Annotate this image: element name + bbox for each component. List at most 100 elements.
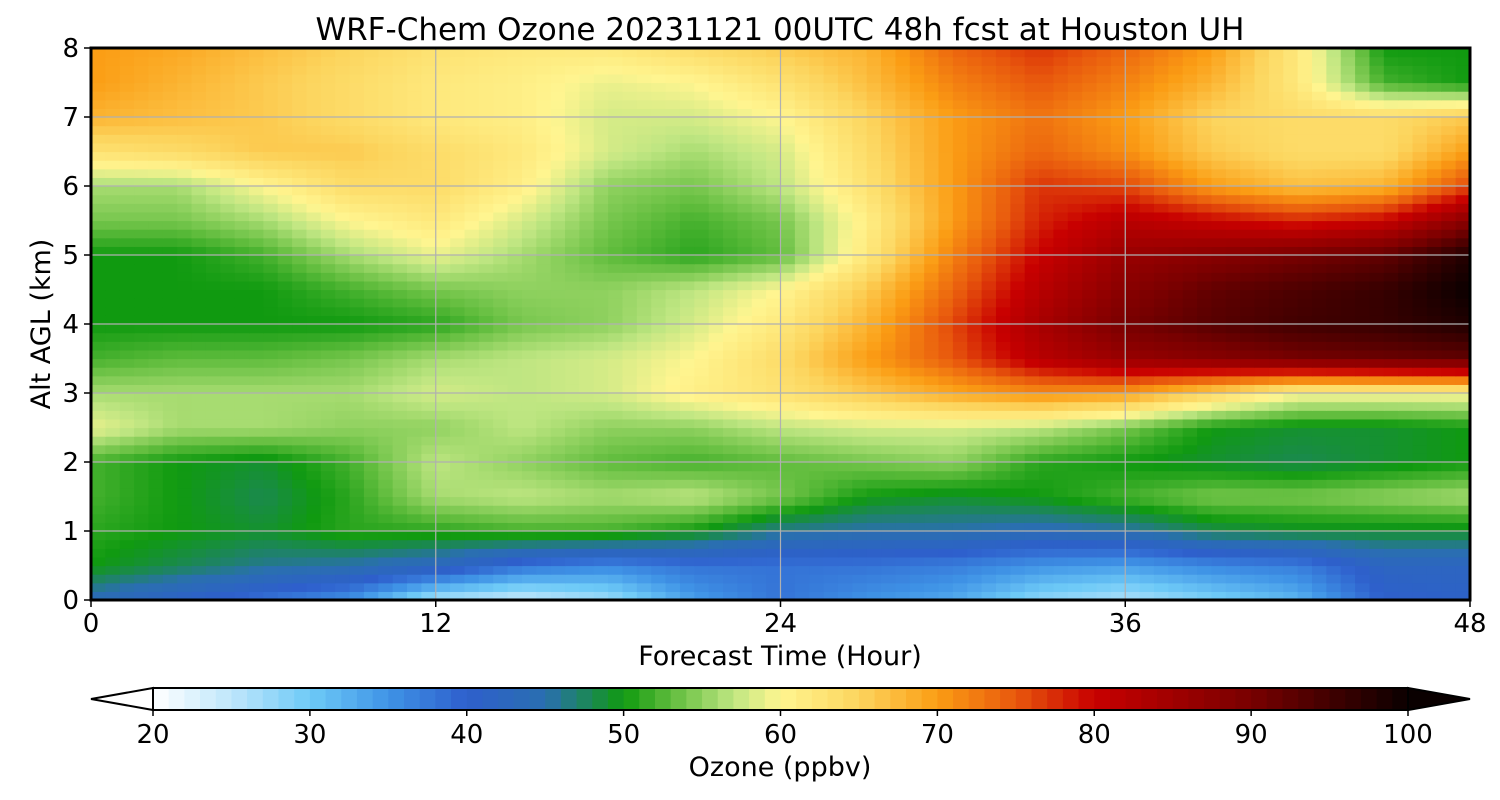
heatmap-cell: [708, 574, 724, 584]
heatmap-cell: [349, 211, 365, 222]
heatmap-cell: [823, 462, 839, 472]
heatmap-cell: [148, 487, 164, 498]
heatmap-cell: [1340, 168, 1356, 178]
heatmap-cell: [1139, 513, 1155, 523]
heatmap-cell: [837, 341, 853, 351]
heatmap-cell: [205, 263, 221, 273]
heatmap-cell: [407, 496, 422, 506]
heatmap-cell: [938, 203, 954, 213]
heatmap-cell: [1254, 427, 1270, 437]
heatmap-cell: [306, 151, 322, 161]
heatmap-cell: [665, 384, 681, 394]
heatmap-cell: [1412, 505, 1428, 515]
heatmap-cell: [1168, 203, 1184, 213]
heatmap-cell: [866, 349, 882, 360]
heatmap-cell: [766, 246, 782, 256]
heatmap-cell: [134, 522, 150, 532]
heatmap-cell: [1426, 194, 1442, 204]
heatmap-cell: [1240, 203, 1256, 213]
heatmap-cell: [392, 358, 408, 368]
heatmap-cell: [263, 237, 279, 247]
heatmap-cell: [320, 332, 336, 342]
heatmap-cell: [1398, 289, 1414, 299]
heatmap-cell: [1024, 548, 1040, 558]
heatmap-cell: [766, 513, 782, 523]
heatmap-cell: [1182, 289, 1198, 299]
heatmap-cell: [335, 255, 351, 265]
heatmap-cell: [378, 332, 394, 342]
heatmap-cell: [306, 186, 322, 196]
heatmap-cell: [1455, 548, 1471, 558]
heatmap-cell: [651, 401, 667, 411]
heatmap-cell: [162, 539, 178, 549]
heatmap-cell: [981, 453, 997, 463]
heatmap-cell: [881, 229, 897, 239]
heatmap-cell: [593, 349, 609, 360]
heatmap-cell: [1125, 462, 1141, 472]
heatmap-cell: [1383, 505, 1399, 515]
heatmap-cell: [924, 393, 940, 403]
heatmap-cell: [1426, 263, 1442, 273]
heatmap-cell: [1441, 479, 1457, 489]
heatmap-cell: [1053, 556, 1069, 567]
heatmap-cell: [464, 324, 480, 334]
heatmap-cell: [1383, 591, 1399, 601]
heatmap-cell: [608, 272, 624, 282]
heatmap-cell: [895, 522, 911, 532]
heatmap-cell: [636, 574, 652, 584]
heatmap-cell: [263, 332, 279, 342]
heatmap-cell: [378, 470, 394, 480]
heatmap-cell: [1096, 151, 1112, 161]
heatmap-cell: [1139, 393, 1155, 403]
heatmap-cell: [119, 375, 135, 385]
heatmap-cell: [636, 427, 652, 437]
heatmap-cell: [1024, 384, 1040, 394]
heatmap-cell: [1197, 453, 1213, 463]
heatmap-cell: [938, 194, 954, 204]
heatmap-cell: [1168, 263, 1184, 273]
heatmap-cell: [981, 375, 997, 385]
heatmap-cell: [1340, 246, 1356, 256]
heatmap-cell: [205, 531, 221, 541]
heatmap-cell: [723, 289, 738, 299]
heatmap-cell: [435, 289, 451, 299]
heatmap-cell: [1297, 401, 1313, 411]
heatmap-cell: [177, 479, 193, 489]
heatmap-cell: [1082, 349, 1098, 360]
heatmap-cell: [177, 470, 193, 480]
heatmap-cell: [1096, 418, 1112, 429]
heatmap-cell: [119, 496, 135, 506]
heatmap-cell: [536, 367, 552, 377]
heatmap-cell: [794, 332, 810, 342]
heatmap-cell: [1225, 186, 1241, 196]
heatmap-cell: [378, 289, 394, 299]
heatmap-cell: [1053, 591, 1069, 601]
heatmap-cell: [593, 522, 609, 532]
heatmap-cell: [1369, 375, 1385, 385]
heatmap-cell: [1455, 203, 1471, 213]
heatmap-cell: [478, 427, 494, 437]
heatmap-cell: [1283, 453, 1299, 463]
heatmap-cell: [823, 513, 839, 523]
heatmap-cell: [378, 548, 394, 558]
heatmap-cell: [579, 591, 595, 601]
heatmap-cell: [1283, 548, 1299, 558]
heatmap-cell: [1110, 272, 1126, 282]
heatmap-cell: [536, 280, 552, 291]
heatmap-cell: [119, 324, 135, 334]
heatmap-cell: [708, 367, 724, 377]
heatmap-cell: [924, 255, 940, 265]
heatmap-cell: [909, 341, 925, 351]
heatmap-cell: [1383, 384, 1399, 394]
heatmap-cell: [119, 513, 135, 523]
heatmap-cell: [450, 263, 466, 273]
heatmap-cell: [636, 444, 652, 454]
heatmap-cell: [737, 246, 753, 256]
heatmap-cell: [177, 246, 193, 256]
heatmap-cell: [608, 582, 624, 592]
heatmap-cell: [478, 436, 494, 446]
heatmap-cell: [1369, 462, 1385, 472]
heatmap-cell: [1355, 315, 1371, 325]
heatmap-cell: [1412, 401, 1428, 411]
heatmap-cell: [1053, 582, 1069, 592]
